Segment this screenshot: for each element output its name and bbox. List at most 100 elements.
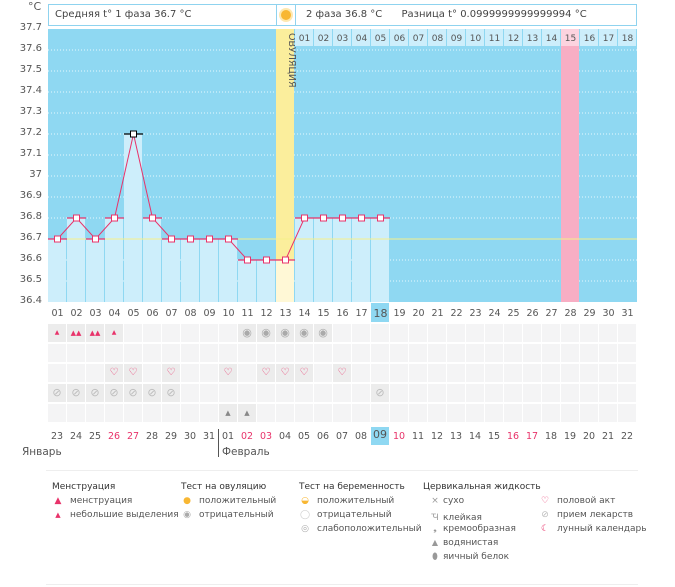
event-cell[interactable]: ◉: [314, 324, 332, 342]
event-cell[interactable]: [466, 324, 484, 342]
event-cell[interactable]: [200, 364, 218, 382]
event-cell[interactable]: [504, 324, 522, 342]
event-cell[interactable]: [580, 384, 598, 402]
event-cell[interactable]: [124, 404, 142, 422]
event-cell[interactable]: [67, 344, 85, 362]
event-cell[interactable]: ▲: [105, 324, 123, 342]
event-cell[interactable]: [542, 344, 560, 362]
event-cell[interactable]: [314, 344, 332, 362]
event-cell[interactable]: [561, 344, 579, 362]
event-cell[interactable]: [409, 404, 427, 422]
event-cell[interactable]: [143, 364, 161, 382]
event-cell[interactable]: [485, 324, 503, 342]
event-cell[interactable]: [599, 364, 617, 382]
event-cell[interactable]: ▲: [48, 324, 66, 342]
event-cell[interactable]: [409, 384, 427, 402]
event-cell[interactable]: ⊘: [67, 384, 85, 402]
event-cell[interactable]: [86, 344, 104, 362]
event-cell[interactable]: [618, 344, 636, 362]
calendar-date[interactable]: 29: [164, 431, 178, 442]
event-cell[interactable]: [466, 344, 484, 362]
event-cell[interactable]: [523, 404, 541, 422]
calendar-date[interactable]: 06: [316, 431, 330, 442]
event-cell[interactable]: [542, 384, 560, 402]
event-cell[interactable]: [542, 324, 560, 342]
event-cell[interactable]: [200, 404, 218, 422]
event-cell[interactable]: [390, 384, 408, 402]
event-cell[interactable]: ⊘: [143, 384, 161, 402]
event-cell[interactable]: [162, 344, 180, 362]
event-cell[interactable]: [333, 324, 351, 342]
event-cell[interactable]: [504, 364, 522, 382]
event-cell[interactable]: ◉: [238, 324, 256, 342]
event-cell[interactable]: [371, 324, 389, 342]
event-cell[interactable]: [466, 404, 484, 422]
event-cell[interactable]: [48, 364, 66, 382]
calendar-date[interactable]: 16: [506, 431, 520, 442]
calendar-date[interactable]: 15: [487, 431, 501, 442]
calendar-date[interactable]: 10: [392, 431, 406, 442]
event-cell[interactable]: [124, 344, 142, 362]
event-cell[interactable]: ⊘: [86, 384, 104, 402]
event-cell[interactable]: [333, 384, 351, 402]
calendar-date[interactable]: 11: [411, 431, 425, 442]
event-cell[interactable]: [181, 404, 199, 422]
event-cell[interactable]: [599, 344, 617, 362]
event-cell[interactable]: ▲▲: [86, 324, 104, 342]
event-cell[interactable]: [580, 404, 598, 422]
event-cell[interactable]: [428, 384, 446, 402]
event-cell[interactable]: [352, 324, 370, 342]
event-cell[interactable]: [105, 404, 123, 422]
event-cell[interactable]: [561, 384, 579, 402]
calendar-date[interactable]: 30: [183, 431, 197, 442]
event-cell[interactable]: [618, 384, 636, 402]
event-cell[interactable]: [542, 364, 560, 382]
event-cell[interactable]: [295, 404, 313, 422]
event-cell[interactable]: [599, 384, 617, 402]
event-cell[interactable]: [181, 384, 199, 402]
calendar-date[interactable]: 14: [468, 431, 482, 442]
event-cell[interactable]: ◉: [295, 324, 313, 342]
event-cell[interactable]: [428, 344, 446, 362]
event-cell[interactable]: [485, 404, 503, 422]
event-cell[interactable]: [276, 404, 294, 422]
event-cell[interactable]: [200, 344, 218, 362]
event-cell[interactable]: [352, 384, 370, 402]
event-cell[interactable]: [143, 324, 161, 342]
event-cell[interactable]: ⊘: [48, 384, 66, 402]
event-cell[interactable]: [561, 324, 579, 342]
event-cell[interactable]: [580, 324, 598, 342]
event-cell[interactable]: ♡: [257, 364, 275, 382]
event-cell[interactable]: ◉: [257, 324, 275, 342]
calendar-date[interactable]: 03: [259, 431, 273, 442]
calendar-date[interactable]: 05: [297, 431, 311, 442]
event-cell[interactable]: [542, 404, 560, 422]
event-cell[interactable]: [447, 344, 465, 362]
event-cell[interactable]: ⊘: [371, 384, 389, 402]
event-cell[interactable]: [200, 324, 218, 342]
calendar-date[interactable]: 12: [430, 431, 444, 442]
event-cell[interactable]: [447, 404, 465, 422]
event-cell[interactable]: [219, 344, 237, 362]
event-cell[interactable]: [352, 364, 370, 382]
event-cell[interactable]: [86, 404, 104, 422]
calendar-date[interactable]: 24: [69, 431, 83, 442]
event-cell[interactable]: [124, 324, 142, 342]
event-cell[interactable]: [162, 404, 180, 422]
calendar-date[interactable]: 07: [335, 431, 349, 442]
calendar-date[interactable]: 02: [240, 431, 254, 442]
event-cell[interactable]: [371, 344, 389, 362]
calendar-date[interactable]: 20: [582, 431, 596, 442]
event-cell[interactable]: ♡: [162, 364, 180, 382]
event-cell[interactable]: ♡: [219, 364, 237, 382]
event-cell[interactable]: ⊘: [124, 384, 142, 402]
event-cell[interactable]: [105, 344, 123, 362]
event-cell[interactable]: ♡: [105, 364, 123, 382]
event-cell[interactable]: [181, 324, 199, 342]
event-cell[interactable]: ♡: [276, 364, 294, 382]
event-cell[interactable]: [295, 344, 313, 362]
event-cell[interactable]: [447, 364, 465, 382]
event-cell[interactable]: [67, 364, 85, 382]
event-cell[interactable]: [67, 404, 85, 422]
calendar-date[interactable]: 18: [544, 431, 558, 442]
